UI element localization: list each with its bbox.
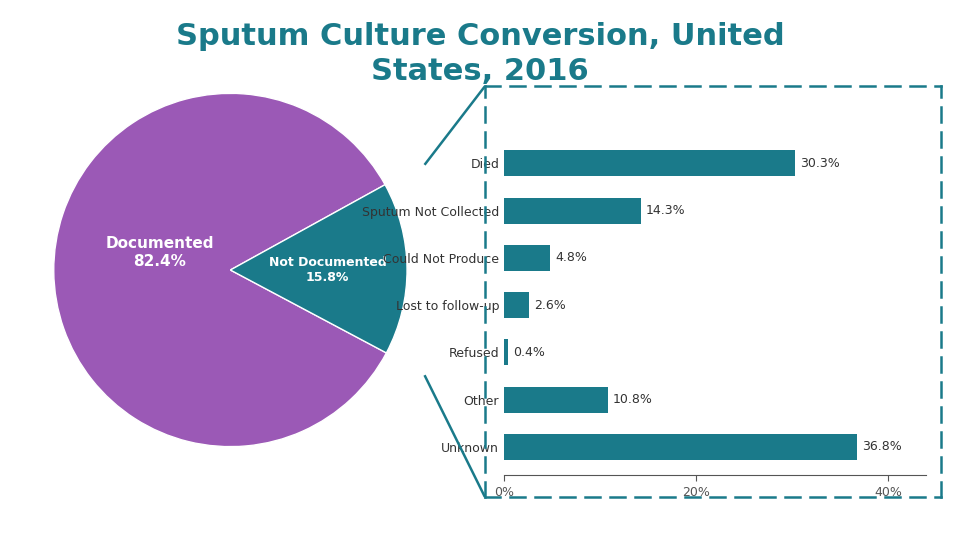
Text: 14.3%: 14.3% xyxy=(646,204,685,217)
Bar xyxy=(504,245,550,271)
Text: 0.4%: 0.4% xyxy=(513,346,544,359)
Wedge shape xyxy=(54,93,386,447)
Text: Documented
82.4%: Documented 82.4% xyxy=(106,236,214,268)
Bar xyxy=(504,198,641,224)
Wedge shape xyxy=(230,185,407,353)
Text: 2.6%: 2.6% xyxy=(534,299,565,312)
Bar xyxy=(504,434,857,460)
Text: Sputum Culture Conversion, United
States, 2016: Sputum Culture Conversion, United States… xyxy=(176,22,784,86)
Text: 36.8%: 36.8% xyxy=(862,440,901,453)
Text: 10.8%: 10.8% xyxy=(612,393,653,406)
Bar xyxy=(504,339,508,365)
Bar xyxy=(504,387,608,413)
Bar xyxy=(504,151,795,177)
Text: 4.8%: 4.8% xyxy=(555,252,587,265)
Text: 30.3%: 30.3% xyxy=(800,157,839,170)
Bar xyxy=(504,292,529,318)
Text: Not Documented
15.8%: Not Documented 15.8% xyxy=(269,256,387,284)
